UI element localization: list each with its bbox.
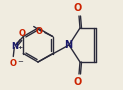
Text: −: − — [17, 59, 23, 66]
Text: O: O — [74, 77, 82, 87]
Text: O: O — [74, 3, 82, 13]
Text: O: O — [36, 27, 43, 36]
Text: N: N — [64, 40, 72, 50]
Text: N: N — [11, 42, 18, 51]
Text: +: + — [18, 44, 23, 50]
Text: O: O — [19, 29, 26, 38]
Text: O: O — [10, 58, 17, 68]
